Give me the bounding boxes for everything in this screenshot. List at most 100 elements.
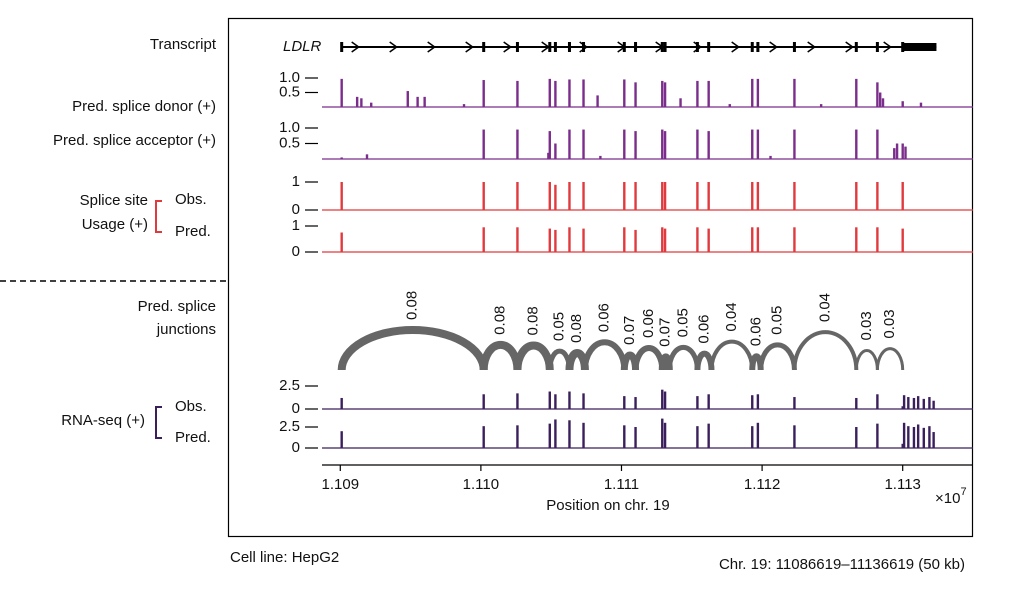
signal-bar [756,422,760,448]
signal-bar [623,79,626,107]
signal-bar [516,182,519,210]
signal-bar [623,182,626,210]
signal-bar [516,129,519,159]
signal-bar [554,419,557,448]
track-label: Pred. splice donor (+) [72,98,216,115]
signal-bar [912,397,916,409]
signal-bar [901,143,904,159]
strand-arrow [807,41,816,53]
signal-bar [661,182,664,210]
strand-arrow [845,41,854,53]
exon [553,42,557,52]
signal-bar [696,396,699,409]
signal-bar [663,391,667,409]
junction-value: 0.07 [657,318,674,347]
signal-bar [876,82,879,107]
signal-bar [696,80,699,107]
junction-arc [581,339,628,371]
signal-bar [340,431,343,448]
signal-bar [547,152,550,159]
signal-bar [893,148,896,159]
footer-left: Cell line: HepG2 [230,549,339,566]
signal-bar [582,228,585,252]
signal-bar [568,227,571,252]
exon [567,42,571,52]
signal-bar [895,143,899,159]
signal-bar [548,78,551,107]
track-label: Obs. [175,398,207,415]
gene-name: LDLR [283,38,322,55]
signal-bar [582,182,585,210]
signal-bar [881,98,885,107]
signal-bar [482,129,485,159]
junction-arc [875,347,905,371]
junction-value: 0.03 [858,311,875,340]
strand-arrow [427,41,436,53]
signal-bar [901,406,904,409]
signal-bar [661,80,664,107]
signal-bar [634,229,637,252]
exon [622,42,626,52]
signal-bar [568,420,571,448]
signal-bar [568,129,571,159]
exon [792,42,796,52]
footer-right: Chr. 19: 11086619–11136619 (50 kb) [719,556,965,573]
signal-bar [548,391,551,409]
signal-bar [876,129,879,159]
signal-bar [679,98,682,107]
signal-bar [462,104,466,107]
usage-bracket [155,200,162,233]
signal-bar [819,104,823,107]
y-tick-label: 1.0 [279,119,300,136]
junction-value: 0.08 [525,306,542,335]
y-tick-label: 1.0 [279,69,300,86]
utr-block [902,43,937,51]
signal-bar [516,227,519,252]
signal-bar [707,423,710,448]
signal-bar [696,227,699,252]
signal-bar [423,96,426,107]
signal-bar [355,96,359,107]
x-tick-label: 1.111 [604,476,639,493]
exon [663,42,667,52]
signal-bar [661,389,664,409]
signal-bar [793,425,796,448]
signal-bar [340,232,343,252]
junction-value: 0.05 [769,306,786,335]
signal-bar [340,182,343,210]
strand-arrow [465,41,474,53]
signal-bar [751,227,754,252]
signal-bar [623,396,626,409]
signal-bar [793,78,796,107]
signal-bar [707,182,710,210]
signal-bar [663,422,667,448]
junction-arc [854,349,879,371]
signal-bar [663,131,667,159]
signal-bar [922,398,925,409]
track-label: Pred. [175,429,211,446]
panel-frame [227,17,974,538]
signal-bar [365,154,369,159]
x-multiplier: ×107 [935,486,967,507]
signal-bar [916,424,920,448]
signal-bar [751,395,754,409]
track-label: Pred. [175,223,211,240]
signal-bar [855,397,858,409]
signal-bar [663,228,667,252]
signal-bar [901,101,904,107]
track-label: Pred. splice acceptor (+) [53,132,216,149]
junction-label: Pred. splice [138,298,216,315]
signal-bar [416,96,419,107]
signal-bar [634,182,637,210]
signal-bar [370,102,373,107]
exon [695,42,699,52]
signal-bar [623,129,626,159]
signal-bar [360,98,363,107]
signal-bar [554,229,557,252]
signal-bar [340,397,343,409]
y-tick-label: 0 [292,439,300,456]
signal-bar [554,394,557,409]
signal-bar [907,397,910,409]
signal-bar [793,182,796,210]
